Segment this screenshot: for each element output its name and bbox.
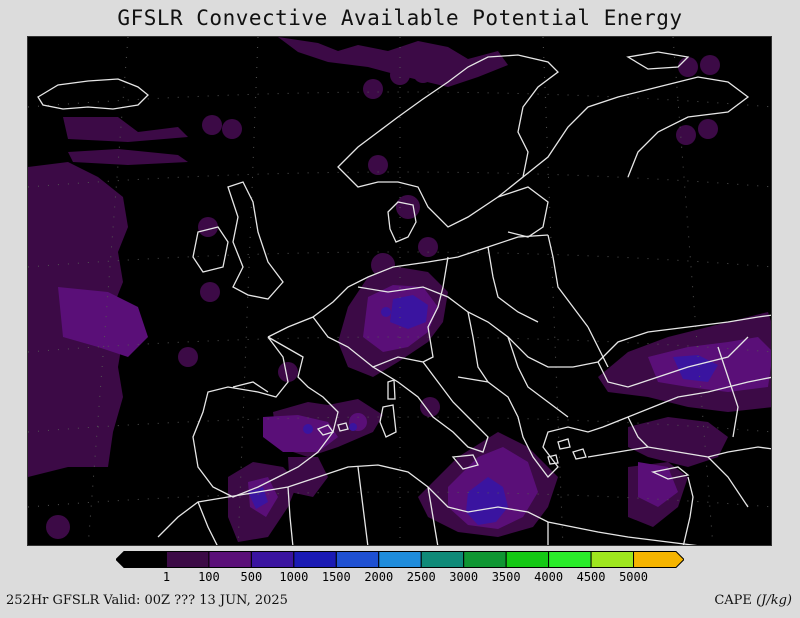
map-title: GFSLR Convective Available Potential Ene… <box>117 6 683 30</box>
colorbar-segment <box>250 551 295 568</box>
colorbar-segment <box>165 551 210 568</box>
colorbar-label: 1 <box>162 570 171 584</box>
colorbar-segment <box>633 551 684 568</box>
colorbar-label: 4000 <box>534 570 564 584</box>
colorbar-segment <box>293 551 337 568</box>
colorbar-label: 2000 <box>364 570 394 584</box>
colorbar-label: 500 <box>240 570 263 584</box>
colorbar-label: 5000 <box>619 570 648 584</box>
footer-units: CAPE (J/kg) <box>714 593 792 608</box>
colorbar-segment <box>463 551 507 568</box>
title-bar: GFSLR Convective Available Potential Ene… <box>0 0 800 36</box>
colorbar-label: 3000 <box>449 570 479 584</box>
colorbar-label: 100 <box>198 570 220 584</box>
map-panel <box>27 36 772 546</box>
footer-units-value: (J/kg) <box>756 593 792 608</box>
colorbar-segment <box>548 551 592 568</box>
colorbar-segment <box>420 551 465 568</box>
footer-valid-time: 252Hr GFSLR Valid: 00Z ??? 13 JUN, 2025 <box>6 593 288 608</box>
colorbar-segment <box>335 551 380 568</box>
colorbar-label: 3500 <box>491 570 521 584</box>
colorbar-label: 1000 <box>279 570 309 584</box>
colorbar-segment <box>378 551 422 568</box>
colorbar-segment <box>208 551 252 568</box>
colorbar-labels: 1 100 500 1000 1500 2000 2500 3000 3500 4000 4500 5… <box>116 570 684 584</box>
colorbar-label: 1500 <box>321 570 351 584</box>
colorbar <box>116 551 684 568</box>
colorbar-segment <box>590 551 635 568</box>
colorbar-segment <box>505 551 550 568</box>
colorbar-label: 2500 <box>406 570 436 584</box>
colorbar-segment <box>116 551 167 568</box>
footer-units-name: CAPE <box>714 593 752 608</box>
coastlines <box>37 51 771 545</box>
map-svg <box>28 37 771 545</box>
colorbar-label: 4500 <box>576 570 606 584</box>
